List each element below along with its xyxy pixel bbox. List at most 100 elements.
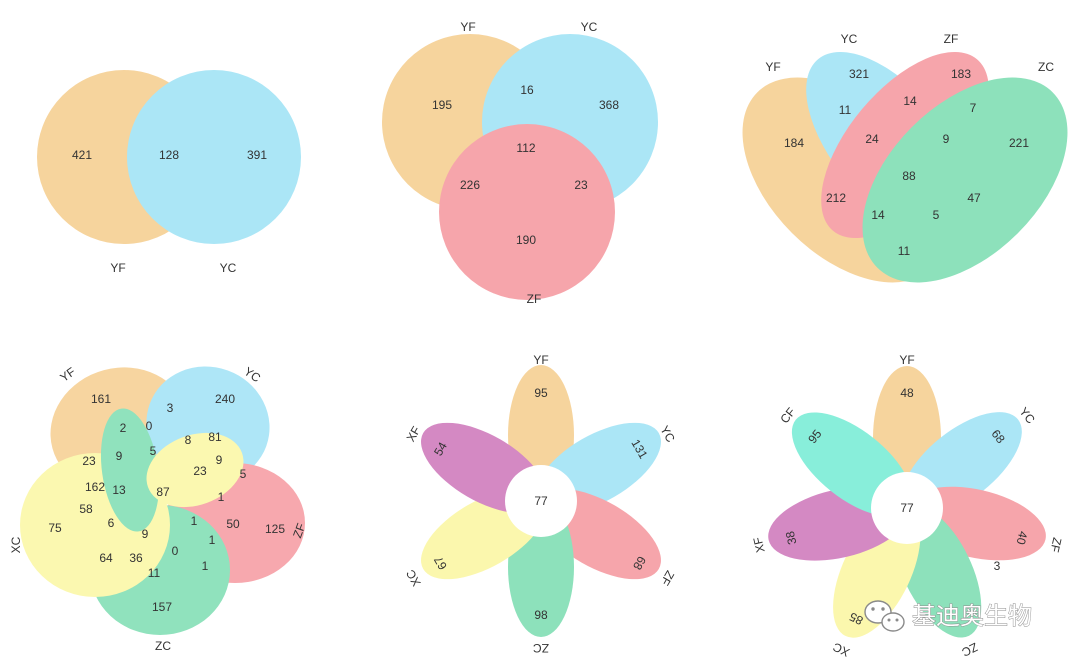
count-cell: 24 xyxy=(865,132,879,146)
count-cell: 3 xyxy=(167,401,174,415)
petal-count: 68 xyxy=(630,554,649,573)
count-cell: 64 xyxy=(99,551,113,565)
count-cell: 1 xyxy=(202,559,209,573)
count-cell: 8 xyxy=(185,433,192,447)
set-label-yf: YF xyxy=(765,60,780,74)
count-cell: 11 xyxy=(148,566,161,580)
set-label-xc: XC xyxy=(9,536,23,553)
wechat-icon xyxy=(864,600,905,632)
count-cell: 240 xyxy=(215,392,235,406)
petal-count: 54 xyxy=(431,439,450,458)
petal-count: 95 xyxy=(534,386,548,400)
set-label-zf: ZF xyxy=(290,521,308,540)
petal-count: 3 xyxy=(994,559,1001,573)
count-cell: 221 xyxy=(1009,136,1029,150)
count-yf-only: 421 xyxy=(72,148,92,162)
set-label-yc: YC xyxy=(220,261,237,275)
set-label-yc: YC xyxy=(581,20,598,34)
count-cell: 23 xyxy=(193,464,207,478)
venn-5-set: YF YC ZF ZC XC 161 3 240 2 0 8 81 23 9 5… xyxy=(9,364,308,653)
set-label-yf: YF xyxy=(533,353,548,367)
set-label-zc: ZC xyxy=(533,641,549,655)
set-label-zf: ZF xyxy=(944,32,959,46)
count-cell: 5 xyxy=(150,444,157,458)
set-label-xc: XC xyxy=(403,567,424,589)
set-yc-circle xyxy=(127,70,301,244)
flower-7-petal: 77 48 68 40 3 85 38 95 YF YC ZF ZC XC XF… xyxy=(751,353,1065,660)
venn-3-set: YF YC ZF 195 16 368 112 226 23 190 xyxy=(382,20,658,306)
count-cell: 212 xyxy=(826,191,846,205)
count-cell: 36 xyxy=(129,551,143,565)
set-label-zf: ZF xyxy=(1047,536,1064,553)
count-cell: 9 xyxy=(216,453,223,467)
count-cell: 9 xyxy=(943,132,950,146)
set-label-yf: YF xyxy=(110,261,125,275)
count-cell: 87 xyxy=(156,485,170,499)
count-cell: 50 xyxy=(226,517,240,531)
count-cell: 0 xyxy=(172,544,179,558)
set-label-zc: ZC xyxy=(1038,60,1054,74)
count-cell: 6 xyxy=(108,516,115,530)
petal-count: 40 xyxy=(1014,530,1031,546)
count-cell: 11 xyxy=(839,103,852,117)
watermark: 基迪奥生物 xyxy=(864,600,1032,632)
flower-6-petal: 77 95 131 68 98 67 54 YF YC ZF ZC XC XF xyxy=(403,353,678,655)
set-label-xc: XC xyxy=(830,640,851,660)
core-count: 77 xyxy=(900,501,914,515)
set-label-zf: ZF xyxy=(527,292,542,306)
set-label-yf: YF xyxy=(57,365,78,385)
count-cell: 1 xyxy=(209,533,216,547)
set-label-yc: YC xyxy=(841,32,858,46)
count-cell: 5 xyxy=(933,208,940,222)
count-cell: 9 xyxy=(142,527,149,541)
petal-count: 85 xyxy=(847,609,865,628)
petal-count: 38 xyxy=(783,530,800,546)
count-cell: 184 xyxy=(784,136,804,150)
count-yc-only: 368 xyxy=(599,98,619,112)
petal-count: 98 xyxy=(534,608,548,622)
count-cell: 157 xyxy=(152,600,172,614)
venn-4-set: YF YC ZF ZC 321 183 184 11 14 7 221 24 9… xyxy=(742,32,1068,283)
count-cell: 1 xyxy=(218,490,225,504)
set-label-zc: ZC xyxy=(155,639,171,653)
set-label-zc: ZC xyxy=(959,640,980,660)
count-cell: 125 xyxy=(265,522,285,536)
center-ellipse-a xyxy=(100,408,160,532)
count-cell: 13 xyxy=(112,483,126,497)
count-cell: 162 xyxy=(85,480,105,494)
count-yf-yc-zf: 112 xyxy=(516,141,535,155)
set-label-xf: XF xyxy=(751,536,768,554)
count-cell: 47 xyxy=(967,191,981,205)
count-yf-zf: 226 xyxy=(460,178,480,192)
count-cell: 23 xyxy=(82,454,96,468)
count-cell: 321 xyxy=(849,67,869,81)
core-circle xyxy=(505,465,577,537)
count-cell: 183 xyxy=(951,67,971,81)
count-cell: 81 xyxy=(208,430,222,444)
count-cell: 75 xyxy=(48,521,62,535)
count-yc-only: 391 xyxy=(247,148,267,162)
set-label-yf: YF xyxy=(460,20,475,34)
count-yc-zf: 23 xyxy=(574,178,588,192)
count-cell: 7 xyxy=(970,101,977,115)
count-cell: 9 xyxy=(116,449,123,463)
count-cell: 88 xyxy=(902,169,916,183)
petal-count: 67 xyxy=(431,553,450,572)
count-yf-yc: 128 xyxy=(159,148,179,162)
count-cell: 5 xyxy=(240,467,247,481)
count-cell: 14 xyxy=(903,94,917,108)
set-label-zf: ZF xyxy=(658,568,677,588)
count-cell: 14 xyxy=(871,208,885,222)
core-count: 77 xyxy=(534,494,548,508)
watermark-text: 基迪奥生物 xyxy=(912,602,1032,630)
count-cell: 0 xyxy=(146,419,153,433)
set-label-yf: YF xyxy=(899,353,914,367)
count-cell: 161 xyxy=(91,392,111,406)
core-circle xyxy=(871,472,943,544)
count-cell: 11 xyxy=(898,244,911,258)
count-zf-only: 190 xyxy=(516,233,536,247)
count-cell: 1 xyxy=(191,514,198,528)
venn-2-set: 421 128 391 YF YC xyxy=(37,70,301,275)
count-cell: 58 xyxy=(79,502,93,516)
set-zc-ellipse xyxy=(862,77,1068,283)
